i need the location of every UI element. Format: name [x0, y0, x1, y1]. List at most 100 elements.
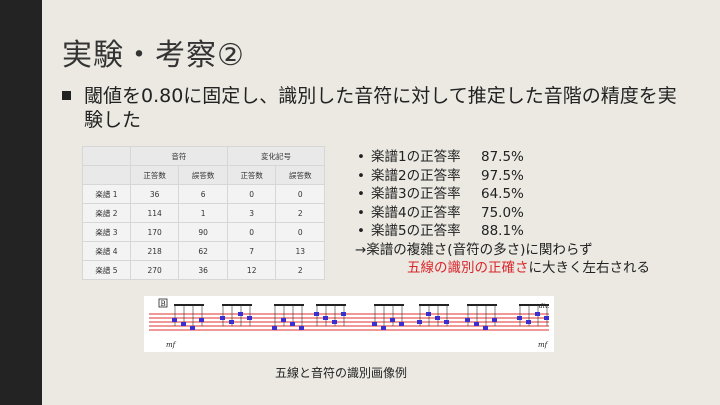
results-list: • 楽譜1の正答率 87.5% • 楽譜2の正答率 97.5% • 楽譜3の正答率 64.5… [355, 148, 650, 278]
conclusion-highlight: 五線の識別の正確さ [407, 260, 529, 276]
detected-note-box [341, 312, 346, 316]
table-row: 楽譜 3 170 90 0 0 [82, 222, 325, 242]
detected-note-box [281, 318, 286, 322]
left-accent-bar [0, 0, 42, 405]
result-value: 88.1% [481, 223, 524, 239]
table-cell: 36 [129, 184, 180, 204]
result-value: 75.0% [481, 204, 524, 221]
detected-note-box [314, 312, 319, 316]
note-group [465, 304, 497, 330]
beam [374, 304, 404, 306]
note-group [172, 304, 204, 330]
table-cell: 0 [226, 222, 277, 242]
results-table: 音符 変化記号 正答数 誤答数 正答数 誤答数 楽譜 1 36 6 0 0 楽譜… [82, 146, 326, 280]
detected-note-box [399, 322, 404, 326]
table-row-label: 楽譜 4 [82, 241, 131, 261]
dynamic-start: mf [166, 341, 177, 349]
detected-note-box [390, 318, 395, 322]
table-corner-cell [82, 146, 131, 166]
beam [467, 304, 497, 306]
beam [419, 304, 449, 306]
detected-note-box [220, 316, 225, 320]
detected-note-box [172, 318, 177, 322]
detected-note-box [535, 312, 540, 316]
table-row-label: 楽譜 1 [82, 184, 131, 204]
table-cell: 218 [129, 241, 180, 261]
table-cell: 1 [178, 203, 228, 223]
note-groups [172, 304, 549, 330]
detected-note-box [381, 326, 386, 330]
table-row-label: 楽譜 5 [82, 260, 131, 280]
table-cell: 270 [129, 260, 180, 280]
table-corner-cell [82, 165, 131, 185]
list-item: • 楽譜3の正答率 64.5% [355, 185, 650, 204]
conclusion-rest: に大きく左右される [528, 260, 651, 276]
detected-note-box [290, 322, 295, 326]
detected-note-box [417, 320, 422, 324]
bullet-dot-icon: • [357, 223, 365, 239]
detected-note-box [199, 318, 204, 322]
rehearsal-box [158, 298, 168, 308]
detected-note-box [299, 326, 304, 330]
table-cell: 90 [178, 222, 228, 242]
detected-note-box [544, 316, 549, 320]
list-item: • 楽譜5の正答率 88.1% [355, 222, 650, 241]
note-group [372, 304, 404, 330]
detected-note-box [526, 320, 531, 324]
table-subheader-row: 正答数 誤答数 正答数 誤答数 [82, 165, 325, 185]
list-item: • 楽譜4の正答率 75.0% [355, 204, 650, 223]
result-label: 楽譜3の正答率 [371, 186, 461, 202]
table-cell: 62 [178, 241, 228, 261]
detected-note-box [444, 320, 449, 324]
table-row-label: 楽譜 2 [82, 203, 131, 223]
result-label: 楽譜5の正答率 [371, 223, 461, 239]
table-cell: 170 [129, 222, 180, 242]
detected-note-box [332, 320, 337, 324]
table-row-label: 楽譜 3 [82, 222, 131, 242]
table-group-header: 変化記号 [226, 146, 326, 166]
dynamic-end: mf [538, 341, 549, 349]
detected-note-box [372, 322, 377, 326]
main-bullet: 閾値を0.80に固定し、識別した音符に対して推定した音階の精度を実験した [62, 84, 682, 132]
tempo-mark: div. [539, 303, 549, 310]
bullet-dot-icon: • [357, 149, 365, 165]
square-bullet-icon [62, 91, 71, 100]
table-subheader: 誤答数 [178, 165, 228, 185]
result-value: 87.5% [481, 149, 524, 165]
table-group-header-row: 音符 変化記号 [82, 146, 326, 166]
table-cell: 2 [275, 260, 325, 280]
table-cell: 12 [226, 260, 277, 280]
detected-note-box [229, 320, 234, 324]
detected-note-box [426, 312, 431, 316]
table-cell: 114 [129, 203, 180, 223]
conclusion-line-2: 五線の識別の正確さに大きく左右される [355, 259, 650, 278]
staff-lines [149, 313, 549, 331]
table-group-header: 音符 [129, 146, 228, 166]
staff-detection-image: B mf div. mf [149, 298, 549, 349]
table-cell: 7 [226, 241, 277, 261]
detected-note-box [272, 326, 277, 330]
result-label: 楽譜4の正答率 [371, 204, 461, 221]
table-subheader: 正答数 [226, 165, 277, 185]
table-cell: 0 [275, 184, 325, 204]
detected-note-box [238, 312, 243, 316]
table-row: 楽譜 5 270 36 12 2 [82, 260, 325, 280]
table-row: 楽譜 1 36 6 0 0 [82, 184, 325, 204]
beam [316, 304, 346, 306]
detected-note-box [483, 326, 488, 330]
detected-note-box [465, 318, 470, 322]
beam [519, 304, 549, 306]
main-bullet-text: 閾値を0.80に固定し、識別した音符に対して推定した音階の精度を実験した [84, 85, 677, 131]
table-row: 楽譜 4 218 62 7 13 [82, 241, 325, 261]
conclusion-line: →楽譜の複雑さ(音符の多さ)に関わらず [355, 241, 593, 258]
table-cell: 3 [226, 203, 277, 223]
detected-note-box [492, 318, 497, 322]
result-value: 64.5% [481, 186, 524, 202]
note-group [517, 304, 549, 326]
result-label: 楽譜2の正答率 [371, 167, 461, 184]
list-item: • 楽譜2の正答率 97.5% [355, 167, 650, 186]
table-cell: 0 [226, 184, 277, 204]
table-row: 楽譜 2 114 1 3 2 [82, 203, 325, 223]
score-image: B mf div. mf [144, 296, 554, 352]
detected-note-box [181, 322, 186, 326]
